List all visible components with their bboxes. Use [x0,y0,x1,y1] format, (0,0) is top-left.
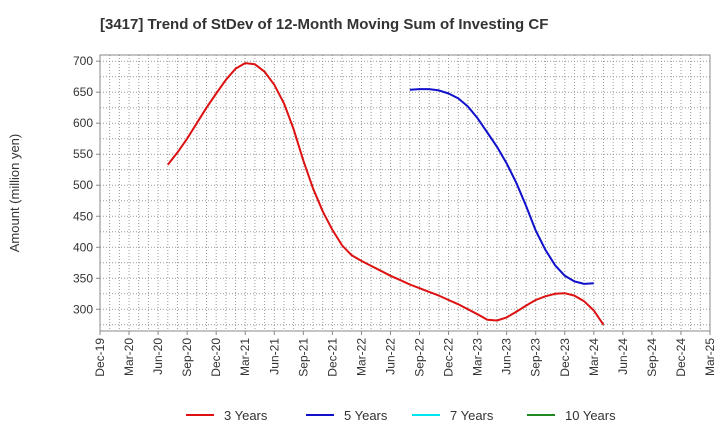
x-tick-label: Jun-22 [383,338,397,375]
x-axis: Dec-19 Mar-20 Jun-20 Sep-20 Dec-20 Mar-21 Jun-… [93,331,717,377]
x-tick-label: Dec-22 [442,338,456,377]
legend-label: 5 Years [344,408,388,423]
x-tick-label: Dec-24 [674,338,688,377]
y-tick-label: 550 [73,147,93,161]
y-axis-label: Amount (million yen) [7,134,22,253]
y-tick-label: 450 [73,209,93,223]
x-tick-label: Mar-22 [354,338,368,376]
legend: 3 Years 5 Years 7 Years 10 Years [186,408,616,423]
grid [100,55,710,331]
x-tick-label: Sep-21 [296,338,310,377]
x-tick-label: Jun-23 [500,338,514,375]
legend-label: 3 Years [224,408,268,423]
series-line-5-years [409,88,594,285]
x-tick-label: Sep-20 [180,338,194,377]
x-tick-label: Mar-24 [587,338,601,376]
x-tick-label: Mar-20 [122,338,136,376]
x-tick-label: Dec-20 [209,338,223,377]
y-tick-label: 600 [73,116,93,130]
legend-label: 7 Years [450,408,494,423]
y-axis: 300 350 400 450 500 550 600 650 700 [73,54,100,316]
series-lines [167,62,605,326]
x-tick-label: Mar-25 [703,338,717,376]
legend-item-7-years: 7 Years [412,408,494,423]
x-tick-label: Dec-19 [93,338,107,377]
legend-item-5-years: 5 Years [306,408,388,423]
legend-item-10-years: 10 Years [527,408,616,423]
y-tick-label: 500 [73,178,93,192]
x-tick-label: Sep-23 [529,338,543,377]
x-tick-label: Dec-23 [558,338,572,377]
x-tick-label: Jun-20 [151,338,165,375]
chart-title: [3417] Trend of StDev of 12-Month Moving… [100,16,548,33]
x-tick-label: Dec-21 [325,338,339,377]
plot-frame [99,54,711,332]
x-tick-label: Jun-21 [267,338,281,375]
x-tick-label: Mar-21 [238,338,252,376]
y-tick-label: 300 [73,302,93,316]
x-tick-label: Sep-22 [413,338,427,377]
x-tick-label: Jun-24 [616,338,630,375]
legend-label: 10 Years [565,408,616,423]
series-line-3-years [167,62,605,326]
x-tick-label: Mar-23 [471,338,485,376]
y-tick-label: 650 [73,85,93,99]
y-tick-label: 350 [73,271,93,285]
x-tick-label: Sep-24 [645,338,659,377]
legend-item-3-years: 3 Years [186,408,268,423]
y-tick-label: 400 [73,240,93,254]
y-tick-label: 700 [73,54,93,68]
